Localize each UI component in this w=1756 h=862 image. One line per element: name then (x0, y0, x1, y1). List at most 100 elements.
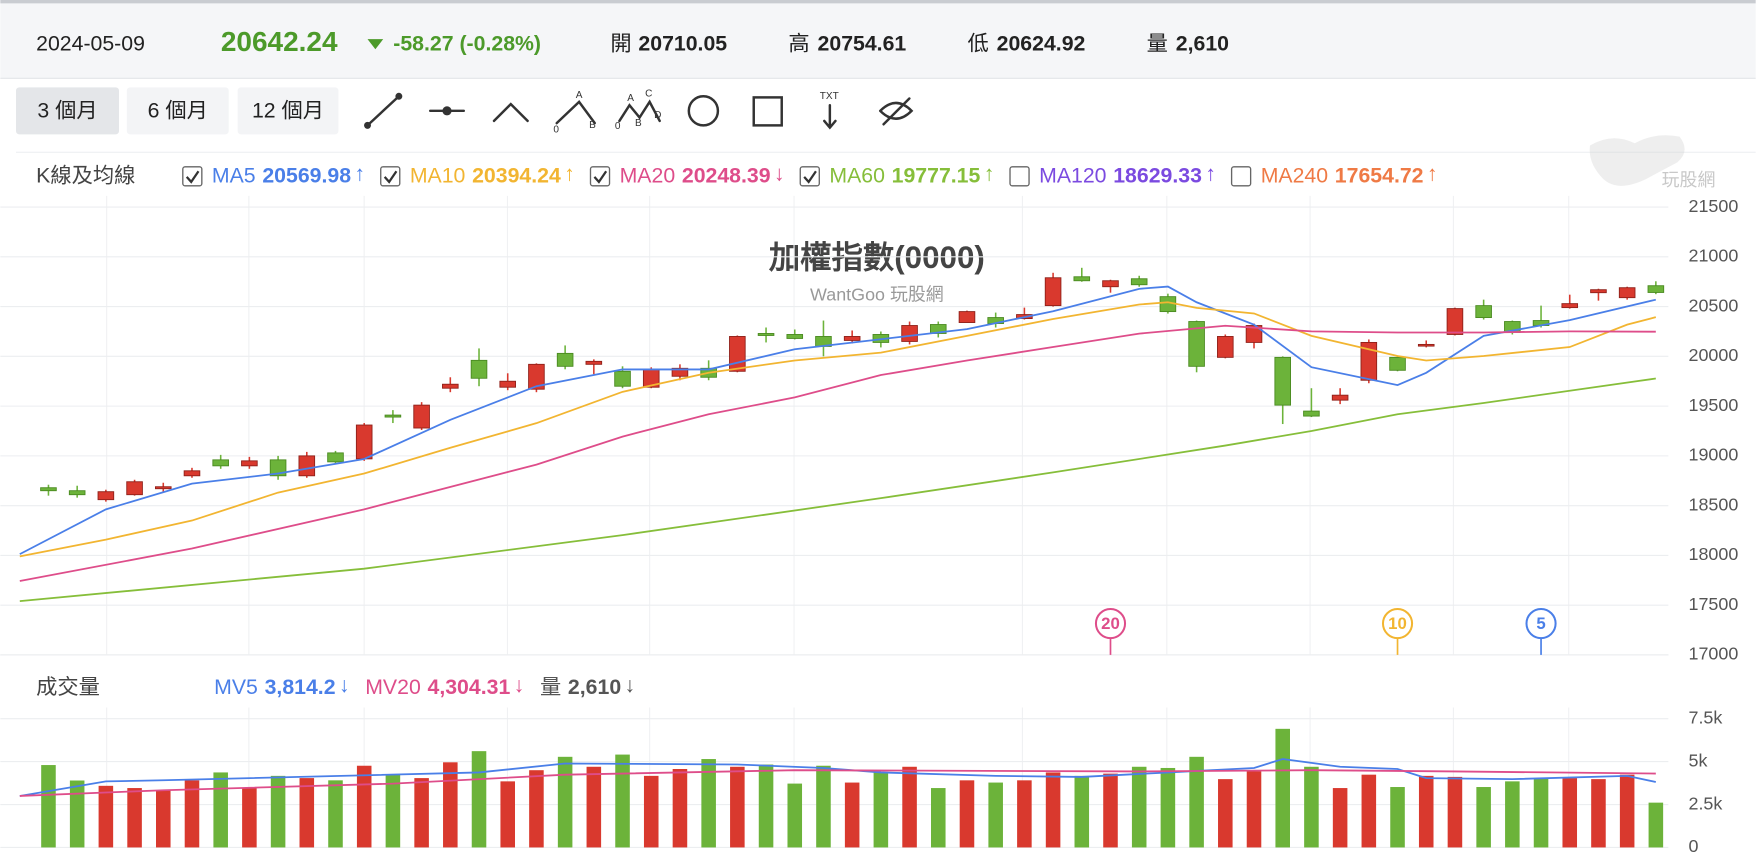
change: -58.27 (-0.28%) (393, 31, 541, 55)
y-tick-label: 20500 (1689, 295, 1739, 315)
volume-bar (242, 788, 257, 848)
range-button[interactable] (16, 87, 119, 135)
volume-bar (156, 790, 171, 848)
volume-bar (1619, 774, 1635, 848)
candle-body (470, 359, 488, 379)
candle-body (1073, 276, 1091, 282)
legend-checkbox[interactable] (799, 166, 820, 187)
legend-arrow: ↑ (1427, 161, 1438, 185)
legend-value: 4,304.31 (428, 675, 511, 699)
high-value: 20754.61 (818, 31, 907, 55)
vol-value: 2,610 (1176, 31, 1229, 55)
candle-body (901, 325, 918, 342)
legend-value: 3,814.2 (265, 675, 336, 699)
watermark: 玩股網 (1662, 170, 1716, 190)
y-tick-label: 21000 (1689, 246, 1739, 266)
watermark-logo (1589, 135, 1685, 186)
range-button[interactable] (126, 87, 229, 135)
legend-arrow: ↓ (625, 673, 636, 697)
y-tick-label: 5k (1689, 750, 1708, 770)
volume-bar (902, 766, 917, 848)
volume-bar (1074, 775, 1090, 848)
volume-bar (1017, 780, 1032, 848)
tool-rect[interactable] (752, 96, 783, 127)
ma-line (19, 769, 1656, 797)
legend-value: 20248.39 (682, 164, 771, 188)
check-mark (383, 170, 398, 184)
tool-abc[interactable] (555, 100, 597, 125)
legend-arrow: ↓ (514, 673, 525, 697)
volume-bar (471, 751, 487, 848)
legend-checkbox[interactable] (380, 166, 401, 187)
candle-body (556, 352, 574, 367)
y-tick-label: 18500 (1689, 494, 1739, 514)
candle-body (671, 367, 689, 377)
tool-angle[interactable] (492, 102, 529, 123)
candle-body (1389, 356, 1406, 371)
volume-bar (500, 781, 515, 848)
candle-body (154, 486, 172, 490)
candle-body (499, 380, 517, 388)
legend-name: MA240 (1261, 164, 1328, 188)
y-tick-label: 7.5k (1689, 707, 1723, 727)
y-tick-label: 17000 (1689, 644, 1739, 664)
tool-text[interactable] (823, 103, 837, 130)
candle-body (1331, 394, 1349, 401)
tool-line[interactable] (366, 95, 401, 127)
tool-circle[interactable] (687, 95, 720, 127)
legend-checkbox[interactable] (182, 166, 203, 187)
ma-line (19, 377, 1656, 603)
open-label: 開 (610, 31, 631, 55)
range-button-label[interactable]: 6 個月 (148, 99, 208, 123)
price-legend-title: K線及均線 (36, 164, 135, 188)
volume-bar (1304, 766, 1319, 848)
volume-bar (41, 765, 56, 848)
marker (1381, 607, 1414, 640)
y-tick-label: 0 (1689, 836, 1699, 856)
volume-bar (443, 762, 458, 848)
legend-name: MV5 (214, 675, 258, 699)
candle-body (1102, 280, 1119, 288)
legend-checkbox[interactable] (1009, 166, 1030, 187)
candle-body (241, 460, 258, 467)
range-button-label[interactable]: 3 個月 (37, 99, 97, 123)
candle-body (786, 334, 804, 339)
legend-checkbox[interactable] (1230, 166, 1252, 187)
top-border (0, 0, 1756, 4)
volume-bar (529, 770, 544, 848)
chart-title: 加權指數(0000) (769, 240, 985, 275)
candle-body (413, 404, 430, 429)
candle-body (68, 490, 86, 496)
volume-bar (1218, 779, 1233, 848)
range-button[interactable] (237, 87, 339, 135)
candle-body (126, 481, 143, 496)
candle-body (40, 487, 57, 492)
volume-bar (844, 782, 860, 848)
check-mark (803, 170, 817, 184)
candle-body (269, 459, 287, 477)
tool-abcd[interactable] (618, 99, 661, 123)
legend-value: 20394.24 (472, 164, 561, 188)
y-tick-label: 21500 (1689, 196, 1739, 216)
volume-legend-title: 成交量 (36, 675, 100, 699)
volume-bar (356, 765, 372, 848)
svg-text:0: 0 (615, 121, 621, 132)
volume-bar (643, 775, 659, 848)
candle-body (1475, 305, 1492, 319)
volume-bar (1160, 767, 1176, 848)
volume-bar (1045, 772, 1061, 848)
volume-bar (1275, 728, 1290, 848)
candle-body (585, 360, 603, 365)
down-triangle (367, 39, 384, 50)
legend-checkbox[interactable] (589, 166, 611, 187)
volume-bar (385, 774, 401, 848)
volume-bar (1505, 781, 1520, 848)
tool-hide[interactable] (879, 97, 914, 126)
candle-body (1446, 308, 1464, 335)
volume-bar (98, 785, 114, 848)
range-button-label[interactable]: 12 個月 (252, 99, 324, 123)
legend-arrow: ↑ (984, 161, 995, 185)
y-tick-label: 19500 (1689, 395, 1739, 415)
volume-bar (1103, 773, 1118, 848)
candle-body (1417, 343, 1435, 347)
